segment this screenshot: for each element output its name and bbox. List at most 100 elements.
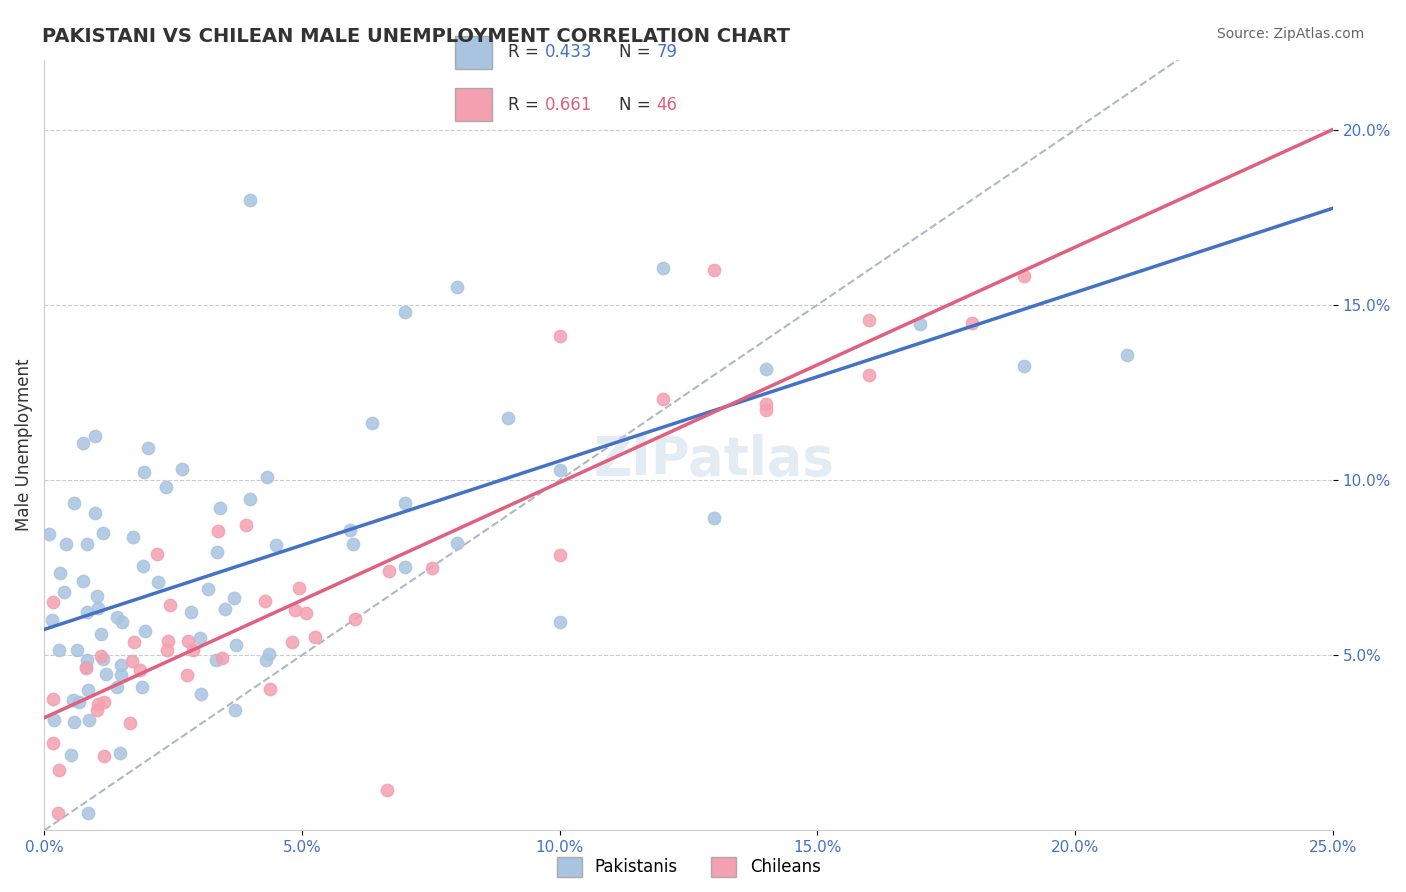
Point (41, 613, 63, 627)
Point (281, 634, 304, 648)
Point (46, 805, 69, 820)
Point (63, 496, 86, 510)
Point (343, 612, 366, 626)
Point (755, 362, 778, 376)
Text: 0.661: 0.661 (546, 95, 592, 113)
Point (77, 713, 100, 727)
Point (910, 317, 932, 331)
Point (294, 606, 316, 620)
Point (42, 691, 65, 706)
Point (264, 538, 287, 552)
Point (304, 630, 326, 644)
Point (259, 682, 281, 697)
Point (222, 591, 245, 605)
Point (134, 624, 156, 638)
Point (170, 462, 193, 476)
Point (132, 558, 155, 573)
Point (360, 416, 382, 430)
Point (259, 647, 281, 661)
Point (207, 524, 229, 539)
Point (72, 435, 94, 450)
Point (1012, 359, 1035, 373)
Text: R =: R = (508, 44, 544, 62)
Point (83, 506, 105, 520)
Text: 79: 79 (657, 44, 678, 62)
Point (75, 660, 97, 674)
Point (76, 653, 98, 667)
Point (446, 280, 468, 294)
Point (205, 545, 228, 559)
Point (146, 547, 169, 561)
Point (205, 652, 228, 666)
Point (254, 653, 277, 667)
Point (188, 632, 211, 646)
Point (76, 537, 98, 551)
Point (211, 651, 233, 665)
Point (107, 610, 129, 624)
Point (190, 687, 212, 701)
Point (122, 634, 145, 648)
Point (177, 633, 200, 648)
Y-axis label: Male Unemployment: Male Unemployment (15, 359, 32, 532)
Point (59, 748, 82, 763)
Point (108, 746, 131, 760)
Point (86, 590, 108, 604)
Point (239, 193, 262, 207)
Text: Source: ZipAtlas.com: Source: ZipAtlas.com (1216, 27, 1364, 41)
Point (342, 537, 364, 551)
Point (90, 627, 112, 641)
Point (48, 642, 70, 657)
Point (858, 312, 880, 326)
Point (375, 782, 398, 797)
Point (122, 530, 145, 544)
Point (339, 523, 361, 537)
Text: ZIPatlas: ZIPatlas (593, 434, 835, 486)
Legend: Pakistanis, Chileans: Pakistanis, Chileans (550, 850, 827, 884)
Point (446, 536, 468, 550)
Point (703, 262, 725, 277)
Point (157, 634, 180, 648)
Point (84, 428, 107, 442)
Point (131, 681, 153, 695)
Point (87, 601, 110, 615)
FancyBboxPatch shape (456, 88, 492, 120)
Point (159, 599, 181, 613)
Point (394, 495, 416, 509)
Point (111, 615, 134, 630)
Text: N =: N = (619, 95, 657, 113)
Point (42, 735, 65, 749)
Point (94, 667, 117, 681)
Point (253, 594, 276, 608)
Point (120, 716, 142, 731)
Text: N =: N = (619, 44, 657, 62)
Point (67, 694, 90, 708)
Point (548, 548, 571, 562)
Text: PAKISTANI VS CHILEAN MALE UNEMPLOYMENT CORRELATION CHART: PAKISTANI VS CHILEAN MALE UNEMPLOYMENT C… (42, 27, 790, 45)
Point (256, 470, 278, 484)
Point (128, 663, 150, 677)
Point (121, 654, 143, 668)
Point (91, 526, 114, 541)
Point (496, 411, 519, 425)
Point (703, 511, 725, 525)
Point (90, 649, 112, 664)
Point (62, 693, 84, 707)
Point (148, 575, 170, 590)
Text: 46: 46 (657, 95, 678, 113)
Point (960, 316, 983, 330)
Point (235, 517, 257, 532)
Point (755, 397, 778, 411)
Point (548, 463, 571, 477)
Point (156, 643, 179, 657)
Point (65, 642, 87, 657)
Point (180, 605, 202, 619)
Point (87, 697, 110, 711)
Point (76, 606, 98, 620)
Point (110, 668, 132, 682)
FancyBboxPatch shape (456, 37, 492, 69)
Text: R =: R = (508, 95, 544, 113)
Point (72, 574, 94, 589)
Point (287, 581, 309, 595)
Point (858, 368, 880, 382)
Point (224, 702, 246, 716)
